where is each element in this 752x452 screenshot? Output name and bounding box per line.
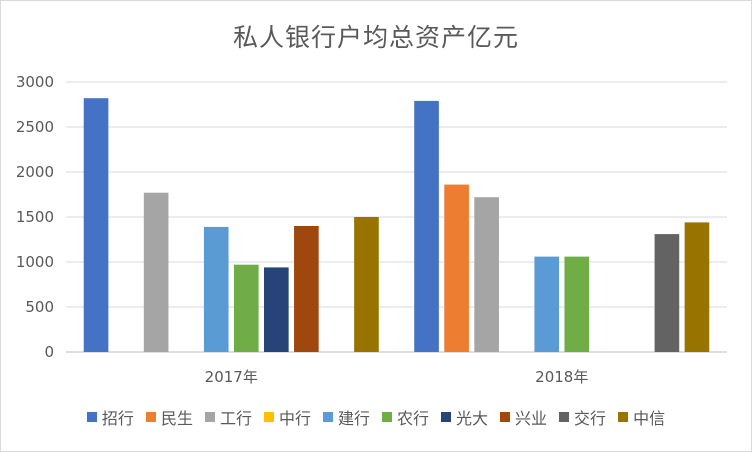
legend-label: 建行 <box>337 409 370 428</box>
legend-label: 交行 <box>574 409 607 428</box>
legend-item: 建行 <box>322 405 370 429</box>
bar-建行-2017年 <box>203 226 229 352</box>
legend-label: 光大 <box>456 409 489 428</box>
y-tick-label: 1500 <box>16 208 54 226</box>
legend-item: 农行 <box>382 405 429 429</box>
x-category-label: 2018年 <box>535 368 588 386</box>
y-tick-label: 0 <box>44 343 54 361</box>
legend-item: 中信 <box>618 405 665 429</box>
legend-item: 民生 <box>145 405 193 429</box>
legend-item: 光大 <box>441 405 488 429</box>
bar-光大-2017年 <box>263 267 289 352</box>
legend-swatch <box>145 412 156 422</box>
legend-item: 招行 <box>86 405 134 429</box>
legend-swatch <box>559 412 570 422</box>
legend-label: 中行 <box>278 409 311 428</box>
legend-item: 中行 <box>263 405 311 429</box>
bar-招行-2017年 <box>83 98 109 352</box>
x-category-label: 2017年 <box>205 368 258 386</box>
legend-swatch <box>618 412 629 422</box>
legend-swatch <box>263 412 274 422</box>
y-tick-label: 1000 <box>16 253 54 271</box>
bar-兴业-2017年 <box>294 226 319 352</box>
legend-swatch <box>322 412 333 422</box>
bar-招行-2018年 <box>414 100 439 353</box>
legend-label: 中信 <box>633 409 666 428</box>
y-tick-label: 2500 <box>16 118 54 136</box>
y-tick-label: 500 <box>25 298 54 316</box>
legend-label: 农行 <box>397 409 430 428</box>
legend-swatch <box>441 412 452 422</box>
bar-工行-2017年 <box>143 192 169 352</box>
bar-工行-2018年 <box>474 197 499 352</box>
legend-item: 交行 <box>559 405 606 429</box>
legend-swatch <box>500 412 511 422</box>
y-tick-label: 2000 <box>16 163 54 181</box>
bar-农行-2017年 <box>233 264 259 352</box>
legend-swatch <box>204 412 215 422</box>
legend-swatch <box>382 412 392 422</box>
chart-title: 私人银行户均总资产亿元 <box>232 23 519 52</box>
legend-swatch <box>86 412 97 422</box>
legend-label: 民生 <box>160 409 193 428</box>
legend-label: 招行 <box>101 409 134 428</box>
bar-中信-2017年 <box>354 217 379 352</box>
legend-item: 工行 <box>204 405 252 429</box>
bar-中信-2018年 <box>684 222 710 352</box>
chart-legend: 招行 民生 工行 中行 建行 农行 光大 兴业 交行 中信 <box>0 405 752 429</box>
legend-item: 兴业 <box>500 405 547 429</box>
legend-label: 兴业 <box>515 409 548 428</box>
bar-建行-2018年 <box>534 256 560 352</box>
legend-label: 工行 <box>219 409 252 428</box>
y-tick-label: 3000 <box>16 73 54 91</box>
bar-交行-2018年 <box>654 234 680 352</box>
bar-农行-2018年 <box>564 256 590 352</box>
bar-民生-2018年 <box>444 184 469 352</box>
